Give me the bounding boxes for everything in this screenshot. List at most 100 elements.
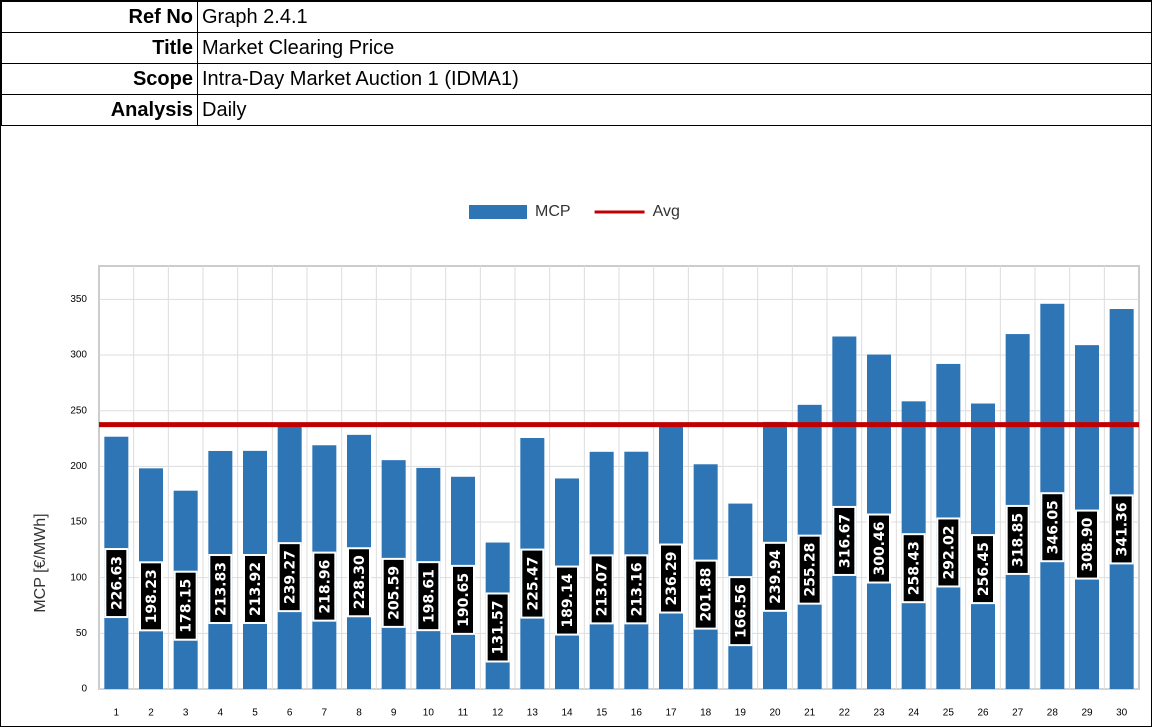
chart: MCP [€/MWh] 1 2 3 4 5 6 7 8 9 10 11 12 13 14 15 16 17 18 1…	[32, 203, 1140, 719]
x-tick-label: 23	[873, 708, 885, 719]
value-label: 236.29	[659, 543, 683, 614]
x-tick-label: 22	[839, 708, 851, 719]
legend-label: MCP	[535, 203, 571, 220]
value-label-text: 316.67	[837, 514, 853, 568]
value-label-text: 198.23	[144, 569, 160, 623]
value-label-box	[312, 551, 337, 622]
x-tick-label: 27	[1012, 708, 1024, 719]
value-label-box	[1075, 509, 1099, 580]
value-label-box	[936, 517, 961, 588]
value-label-text: 205.59	[387, 566, 403, 620]
x-tick-label: 11	[458, 708, 469, 719]
value-label-box	[624, 554, 649, 625]
x-tick-label: 6	[287, 708, 293, 719]
y-tick-label: 350	[70, 294, 87, 305]
y-tick-label: 300	[70, 350, 87, 361]
value-label-box	[763, 541, 787, 612]
value-label-box	[451, 564, 475, 635]
x-tick-label: 10	[423, 708, 435, 719]
x-tick-label: 18	[700, 708, 712, 719]
value-label-text: 198.61	[421, 569, 437, 623]
value-label-box	[243, 553, 267, 624]
value-label: 198.23	[139, 561, 163, 632]
x-tick-label: 15	[596, 708, 608, 719]
header-key: Scope	[1, 63, 198, 95]
value-label: 205.59	[381, 557, 406, 628]
x-tick-label: 3	[183, 708, 189, 719]
x-tick-label: 21	[804, 708, 816, 719]
y-tick-label: 250	[70, 405, 87, 416]
value-label-box	[104, 548, 129, 619]
header-value: Market Clearing Price	[197, 32, 1151, 64]
value-label: 178.15	[173, 570, 198, 641]
y-tick-label: 50	[76, 628, 88, 639]
x-tick-label: 7	[322, 708, 328, 719]
value-label-box	[901, 533, 926, 604]
x-tick-label: 26	[977, 708, 989, 719]
value-label-text: 213.16	[629, 562, 645, 616]
value-label-box	[1005, 504, 1030, 575]
value-label-box	[347, 547, 371, 618]
value-label: 189.14	[555, 565, 579, 636]
value-label: 292.02	[936, 517, 961, 588]
value-label-text: 256.45	[976, 542, 992, 596]
value-label: 213.83	[208, 554, 233, 625]
y-axis-label: MCP [€/MWh]	[32, 513, 49, 612]
value-label-box	[277, 542, 302, 613]
value-label-box	[139, 561, 163, 632]
x-tick-label: 14	[561, 708, 573, 719]
value-label-box	[1109, 494, 1134, 565]
y-tick-label: 0	[81, 684, 87, 695]
value-label-text: 190.65	[456, 573, 472, 627]
legend-swatch	[469, 205, 527, 219]
header-key: Title	[1, 32, 198, 64]
x-tick-label: 1	[114, 708, 120, 719]
value-label: 255.28	[797, 534, 822, 605]
value-label: 213.07	[589, 554, 614, 625]
value-label-box	[208, 554, 233, 625]
value-label: 131.57	[485, 592, 510, 663]
value-label-text: 341.36	[1115, 502, 1131, 556]
value-label-text: 258.43	[907, 541, 923, 595]
value-label-text: 201.88	[699, 568, 715, 622]
x-tick-label: 29	[1081, 708, 1093, 719]
value-label-text: 218.96	[317, 560, 333, 614]
x-tick-label: 25	[943, 708, 955, 719]
value-label-box	[867, 513, 891, 584]
x-tick-label: 16	[631, 708, 643, 719]
value-label-text: 300.46	[872, 522, 888, 576]
value-label: 256.45	[971, 534, 995, 605]
x-tick-label: 5	[252, 708, 258, 719]
value-label-box	[173, 570, 198, 641]
value-label-text: 239.94	[768, 550, 784, 604]
value-label: 300.46	[867, 513, 891, 584]
x-tick-label: 24	[908, 708, 920, 719]
value-label-text: 131.57	[491, 600, 507, 654]
value-label-box	[797, 534, 822, 605]
y-tick-label: 200	[70, 461, 87, 472]
value-label: 308.90	[1075, 509, 1099, 580]
value-label-text: 226.63	[109, 556, 125, 610]
value-label-box	[520, 548, 545, 619]
header-table: Ref No Graph 2.4.1 Title Market Clearing P…	[1, 1, 1151, 126]
x-tick-label: 8	[356, 708, 362, 719]
value-label-text: 178.15	[179, 579, 195, 633]
value-label: 341.36	[1109, 494, 1134, 565]
value-label-text: 166.56	[733, 584, 749, 638]
value-label-box	[416, 561, 441, 632]
value-label-text: 228.30	[352, 555, 368, 609]
value-label-box	[589, 554, 614, 625]
value-label: 239.94	[763, 541, 787, 612]
value-label: 316.67	[832, 505, 857, 576]
value-label-text: 236.29	[664, 552, 680, 606]
x-tick-label: 4	[218, 708, 224, 719]
header-value: Graph 2.4.1	[197, 1, 1151, 33]
value-label: 190.65	[451, 564, 475, 635]
value-label-text: 213.92	[248, 562, 264, 616]
value-label-text: 318.85	[1011, 513, 1027, 567]
value-label: 213.16	[624, 554, 649, 625]
x-tick-label: 2	[148, 708, 154, 719]
value-label-box	[728, 576, 753, 647]
header-value: Daily	[197, 94, 1151, 126]
